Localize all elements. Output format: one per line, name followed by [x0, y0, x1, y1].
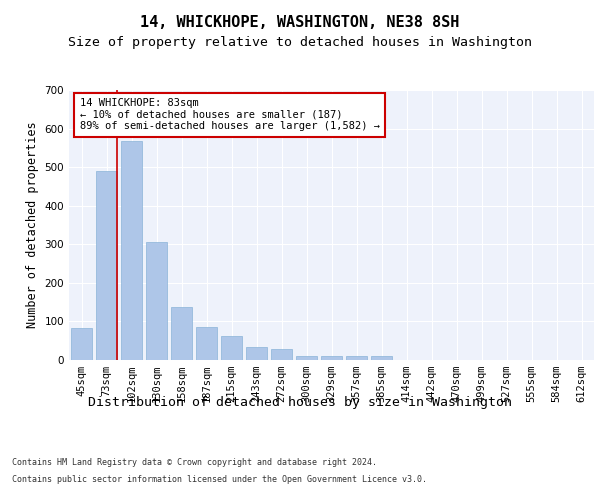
Bar — [296, 356, 317, 360]
Bar — [321, 356, 342, 360]
Bar — [271, 349, 292, 360]
Bar — [121, 141, 142, 360]
Text: 14, WHICKHOPE, WASHINGTON, NE38 8SH: 14, WHICKHOPE, WASHINGTON, NE38 8SH — [140, 15, 460, 30]
Text: Distribution of detached houses by size in Washington: Distribution of detached houses by size … — [88, 396, 512, 409]
Bar — [246, 348, 267, 360]
Bar — [171, 307, 192, 360]
Bar — [96, 171, 117, 360]
Bar — [146, 242, 167, 360]
Bar — [346, 356, 367, 360]
Text: Contains public sector information licensed under the Open Government Licence v3: Contains public sector information licen… — [12, 476, 427, 484]
Bar — [196, 327, 217, 360]
Text: Size of property relative to detached houses in Washington: Size of property relative to detached ho… — [68, 36, 532, 49]
Bar — [71, 328, 92, 360]
Bar — [221, 336, 242, 360]
Text: Contains HM Land Registry data © Crown copyright and database right 2024.: Contains HM Land Registry data © Crown c… — [12, 458, 377, 467]
Y-axis label: Number of detached properties: Number of detached properties — [26, 122, 39, 328]
Text: 14 WHICKHOPE: 83sqm
← 10% of detached houses are smaller (187)
89% of semi-detac: 14 WHICKHOPE: 83sqm ← 10% of detached ho… — [79, 98, 380, 132]
Bar — [371, 356, 392, 360]
